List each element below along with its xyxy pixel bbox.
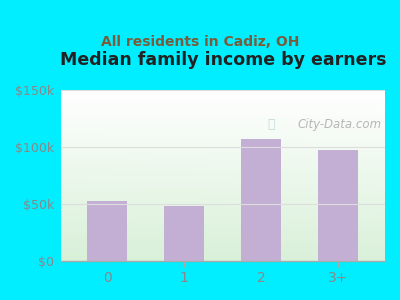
Text: All residents in Cadiz, OH: All residents in Cadiz, OH [101,34,299,49]
Title: Median family income by earners: Median family income by earners [60,51,386,69]
Bar [241,139,281,261]
Bar [164,206,204,261]
Text: ⓘ: ⓘ [268,118,275,130]
Bar [318,150,358,261]
Text: City-Data.com: City-Data.com [297,118,381,130]
Bar [87,201,127,261]
